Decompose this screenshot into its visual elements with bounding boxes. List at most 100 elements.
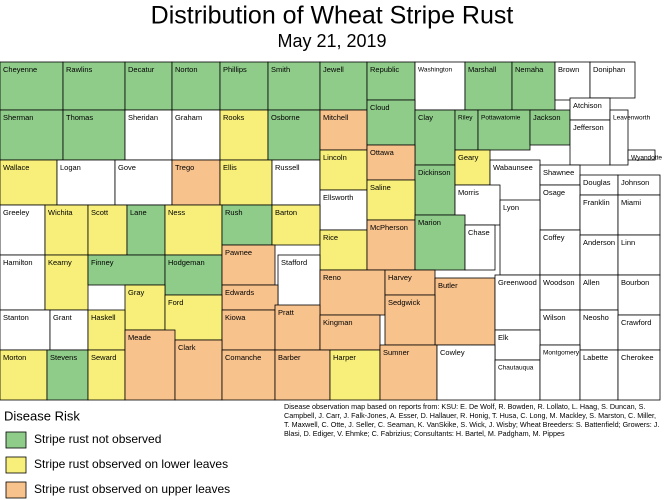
county xyxy=(274,349,331,401)
county xyxy=(171,109,221,161)
county-label: Cherokee xyxy=(621,353,654,362)
county-label: Chase xyxy=(468,228,490,237)
county-label: Norton xyxy=(175,65,198,74)
county-label: Wyandotte xyxy=(631,155,662,162)
county-label: Trego xyxy=(175,163,194,172)
legend-swatch xyxy=(5,456,27,474)
county xyxy=(164,204,223,256)
county-label: Gray xyxy=(128,288,145,297)
county xyxy=(539,184,581,231)
county-label: Cloud xyxy=(370,103,390,112)
county-label: Edwards xyxy=(225,288,254,297)
county xyxy=(366,61,416,101)
county xyxy=(44,254,89,311)
county-label: Labette xyxy=(583,353,608,362)
county-label: Ottawa xyxy=(370,148,395,157)
county xyxy=(319,109,368,151)
credits: Disease observation map based on reports… xyxy=(284,402,660,438)
county xyxy=(579,349,619,401)
counties: Cheyenne Rawlins Decatur Norton Phillips Smit… xyxy=(0,61,662,401)
county xyxy=(124,61,173,111)
county xyxy=(274,304,321,351)
county xyxy=(329,349,381,401)
county-label: Ellsworth xyxy=(323,193,353,202)
county-label: Clay xyxy=(418,113,433,122)
county xyxy=(617,314,661,351)
county-label: Logan xyxy=(60,163,81,172)
county-label: Rush xyxy=(225,208,243,217)
county-label: Meade xyxy=(128,333,151,342)
county xyxy=(277,254,321,311)
county-label: Atchison xyxy=(573,101,602,110)
legend: Stripe rust not observed Stripe rust obse… xyxy=(5,431,230,499)
county xyxy=(539,274,581,311)
county xyxy=(617,349,661,401)
county-label: Seward xyxy=(91,353,116,362)
county xyxy=(511,61,556,111)
county-label: Graham xyxy=(175,113,202,122)
legend-label: Stripe rust not observed xyxy=(34,432,161,446)
county-label: Jackson xyxy=(533,113,561,122)
county-label: Cowley xyxy=(440,348,465,357)
title: Distribution of Wheat Stripe Rust xyxy=(151,2,514,30)
county-label: Greenwood xyxy=(498,278,537,287)
county xyxy=(171,159,221,206)
county xyxy=(494,359,541,401)
county-label: Riley xyxy=(458,115,473,122)
county-label: Sherman xyxy=(3,113,33,122)
county-label: Washington xyxy=(418,67,452,74)
county-label: Lincoln xyxy=(323,153,347,162)
county xyxy=(617,194,661,236)
county-label: Morris xyxy=(458,188,479,197)
county xyxy=(494,274,541,331)
county-label: Anderson xyxy=(583,238,615,247)
county-label: Osborne xyxy=(271,113,300,122)
county-label: Scott xyxy=(91,208,109,217)
county xyxy=(0,61,64,111)
county-label: Rawlins xyxy=(66,65,93,74)
county-label: Lane xyxy=(130,208,147,217)
county-label: Nemaha xyxy=(515,65,544,74)
county xyxy=(414,109,456,166)
county-label: Wabaunsee xyxy=(493,163,533,172)
county-label: Doniphan xyxy=(593,65,625,74)
legend-swatch xyxy=(5,481,27,499)
county-label: Stanton xyxy=(3,313,29,322)
county-label: Barber xyxy=(278,353,301,362)
legend-label: Stripe rust observed on lower leaves xyxy=(34,457,228,471)
county xyxy=(44,204,89,256)
county xyxy=(434,277,496,346)
county-label: Grant xyxy=(53,313,73,322)
county-label: Brown xyxy=(558,65,579,74)
county xyxy=(221,204,273,246)
county-label: Stevens xyxy=(50,353,77,362)
county-label: Franklin xyxy=(583,198,610,207)
county-label: Republic xyxy=(370,65,399,74)
county-label: Comanche xyxy=(225,353,261,362)
county-label: Ford xyxy=(168,298,183,307)
county-label: Johnson xyxy=(621,178,649,187)
county-label: Douglas xyxy=(583,178,611,187)
legend-swatch xyxy=(5,431,27,449)
county-label: Geary xyxy=(458,153,479,162)
county xyxy=(319,314,381,351)
county xyxy=(221,309,276,351)
county xyxy=(569,119,611,166)
county xyxy=(271,204,321,246)
county xyxy=(579,234,619,276)
county-label: Wichita xyxy=(48,208,73,217)
county xyxy=(46,349,89,401)
county xyxy=(124,109,173,161)
county-label: Smith xyxy=(271,65,290,74)
county-label: Kearny xyxy=(48,258,72,267)
county-label: Pawnee xyxy=(225,248,252,257)
legend-title: Disease Risk xyxy=(4,408,80,423)
county xyxy=(174,339,223,401)
legend-label: Stripe rust observed on upper leaves xyxy=(34,482,230,496)
county-label: Allen xyxy=(583,278,600,287)
county-label: Bourbon xyxy=(621,278,649,287)
county-label: Chautauqua xyxy=(498,365,534,372)
subtitle: May 21, 2019 xyxy=(277,31,386,51)
county-label: Ness xyxy=(168,208,185,217)
